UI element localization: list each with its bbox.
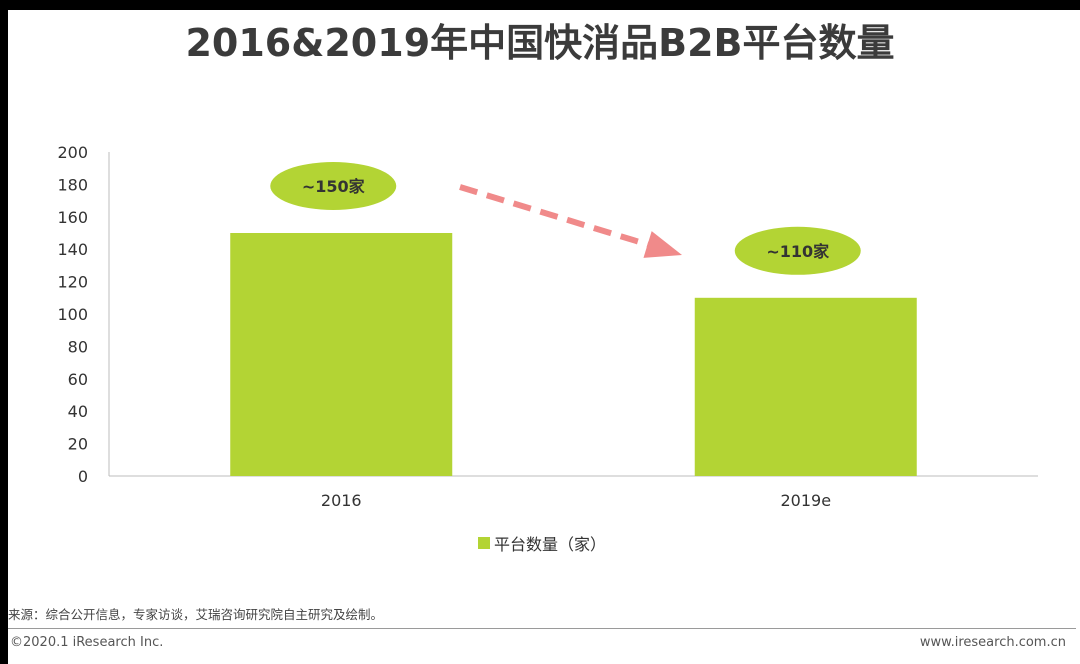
legend: 平台数量（家） xyxy=(478,531,606,555)
footer-divider xyxy=(8,628,1076,629)
y-tick-label: 180 xyxy=(57,175,88,194)
y-tick-label: 100 xyxy=(57,305,88,324)
x-tick-label: 2019e xyxy=(780,491,831,510)
data-label-bubble xyxy=(734,226,861,275)
y-tick-label: 160 xyxy=(57,208,88,227)
y-tick-label: 0 xyxy=(78,467,88,486)
trend-arrow-head xyxy=(643,231,682,258)
bar xyxy=(230,233,453,476)
bar xyxy=(694,297,917,476)
copyright: ©2020.1 iResearch Inc. xyxy=(10,635,164,650)
y-tick-label: 60 xyxy=(68,370,88,389)
data-label: ~110家 xyxy=(766,242,830,261)
y-tick-label: 20 xyxy=(68,435,88,454)
y-tick-label: 140 xyxy=(57,240,88,259)
data-label-bubble xyxy=(270,162,397,210)
y-tick-label: 120 xyxy=(57,273,88,292)
x-tick-label: 2016 xyxy=(321,491,362,510)
top-border xyxy=(0,0,1080,10)
source-note: 来源：综合公开信息，专家访谈，艾瑞咨询研究院自主研究及绘制。 xyxy=(8,607,384,622)
y-tick-label: 80 xyxy=(68,337,88,356)
y-tick-label: 40 xyxy=(68,402,88,421)
left-border xyxy=(0,0,8,664)
trend-arrow-shaft xyxy=(459,184,656,250)
legend-label: 平台数量（家） xyxy=(494,535,607,554)
y-tick-label: 200 xyxy=(57,143,88,162)
website-url: www.iresearch.com.cn xyxy=(919,635,1066,650)
data-label: ~150家 xyxy=(302,177,366,196)
chart-title: 2016&2019年中国快消品B2B平台数量 xyxy=(185,21,895,65)
legend-swatch xyxy=(478,537,490,549)
